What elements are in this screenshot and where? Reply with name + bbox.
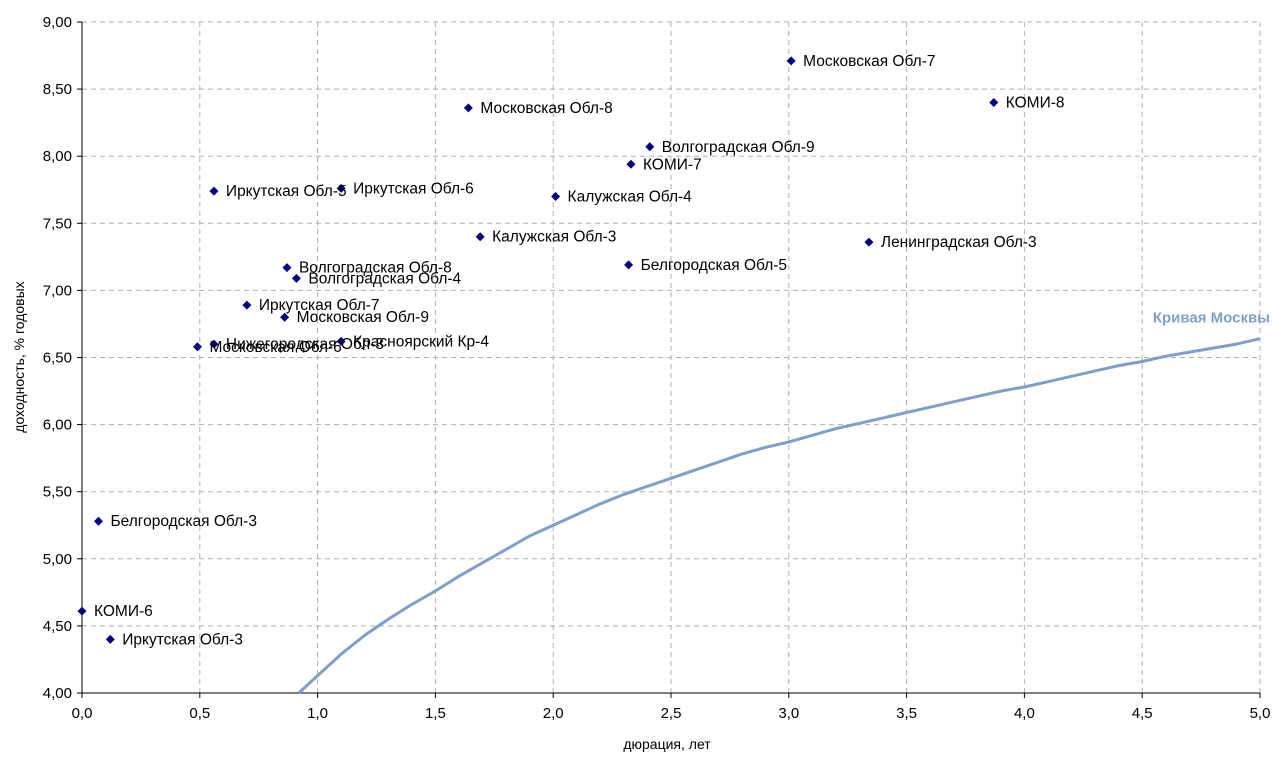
- y-tick-label: 8,00: [43, 148, 72, 165]
- data-point-marker: [463, 103, 473, 113]
- data-point-label: Московская Обл-9: [297, 309, 429, 326]
- data-point-label: КОМИ-7: [643, 156, 702, 173]
- x-tick-label: 2,5: [661, 705, 682, 722]
- data-point-label: Иркутская Обл-7: [259, 297, 380, 314]
- data-point-label: Иркутская Обл-3: [122, 631, 243, 648]
- data-point-label: Ленинградская Обл-3: [881, 234, 1037, 251]
- x-tick-label: 5,0: [1250, 705, 1271, 722]
- data-point-marker: [626, 159, 636, 169]
- axes: 0,0 0,5 1,0 1,5 2,0 2,5 3,0 3,5 4,0 4,5 5,0 4,00 4,5…: [43, 14, 1271, 722]
- data-point-marker: [93, 516, 103, 526]
- data-point-marker: [291, 273, 301, 283]
- data-point-label: КОМИ-6: [94, 603, 153, 620]
- y-tick-label: 7,00: [43, 282, 72, 299]
- data-point-label: Калужская Обл-4: [568, 188, 693, 205]
- data-point-label: Волгоградская Обл-4: [308, 270, 461, 287]
- curve-layer: Кривая Москвы: [297, 310, 1270, 695]
- data-point-marker: [336, 183, 346, 193]
- data-point-marker: [864, 237, 874, 247]
- data-point-label: Волгоградская Обл-8: [299, 260, 452, 277]
- data-point-label: Калужская Обл-3: [492, 229, 616, 246]
- data-point-label: Иркутская Обл-6: [353, 180, 474, 197]
- x-tick-label: 4,0: [1014, 705, 1035, 722]
- x-tick-label: 1,0: [307, 705, 328, 722]
- y-tick-label: 8,50: [43, 81, 72, 98]
- data-point-marker: [209, 339, 219, 349]
- grid: [82, 21, 1261, 693]
- data-point-label: Красноярский Кр-4: [353, 333, 489, 350]
- y-tick-label: 6,00: [43, 417, 72, 434]
- y-tick-label: 9,00: [43, 14, 72, 31]
- x-tick-label: 0,0: [72, 705, 93, 722]
- x-tick-label: 0,5: [189, 705, 210, 722]
- data-point-marker: [645, 142, 655, 152]
- y-tick-label: 5,00: [43, 551, 72, 568]
- data-point-marker: [786, 56, 796, 66]
- data-point-marker: [282, 263, 292, 273]
- data-point-label: Московская Обл-8: [480, 100, 612, 117]
- x-tick-label: 4,5: [1132, 705, 1153, 722]
- data-point-label: КОМИ-8: [1006, 95, 1065, 112]
- data-point-marker: [77, 606, 87, 616]
- x-axis-title: дюрация, лет: [623, 736, 711, 752]
- data-point-marker: [280, 312, 290, 322]
- curve-moscow-line: [297, 337, 1261, 695]
- data-point-marker: [989, 98, 999, 108]
- data-point-marker: [624, 260, 634, 270]
- x-tick-label: 1,5: [425, 705, 446, 722]
- data-point-marker: [336, 336, 346, 346]
- data-point-marker: [551, 191, 561, 201]
- curve-moscow-label: Кривая Москвы: [1153, 310, 1270, 327]
- x-tick-label: 2,0: [543, 705, 564, 722]
- data-point-label: Московская Обл-7: [803, 53, 935, 70]
- data-point-marker: [209, 186, 219, 196]
- y-tick-label: 5,50: [43, 484, 72, 501]
- y-tick-label: 4,00: [43, 685, 72, 702]
- y-tick-label: 4,50: [43, 618, 72, 635]
- data-point-marker: [475, 232, 485, 242]
- data-point-marker: [242, 300, 252, 310]
- y-axis-title: доходность, % годовых: [11, 281, 27, 432]
- x-tick-label: 3,5: [896, 705, 917, 722]
- y-tick-label: 6,50: [43, 350, 72, 367]
- points-layer: Московская Обл-7 КОМИ-8 Московская Обл-8 Во…: [77, 53, 1065, 648]
- data-point-label: Иркутская Обл-5: [226, 183, 347, 200]
- x-tick-label: 3,0: [778, 705, 799, 722]
- data-point-label: Белгородская Обл-5: [641, 257, 787, 274]
- data-point-label: Нижегородская Обл-3: [226, 336, 384, 353]
- data-point-label: Московская Обл-6: [209, 339, 341, 356]
- y-tick-label: 7,50: [43, 215, 72, 232]
- data-point-marker: [105, 634, 115, 644]
- data-point-marker: [192, 342, 202, 352]
- data-point-label: Белгородская Обл-3: [110, 513, 256, 530]
- data-point-label: Волгоградская Обл-9: [662, 139, 815, 156]
